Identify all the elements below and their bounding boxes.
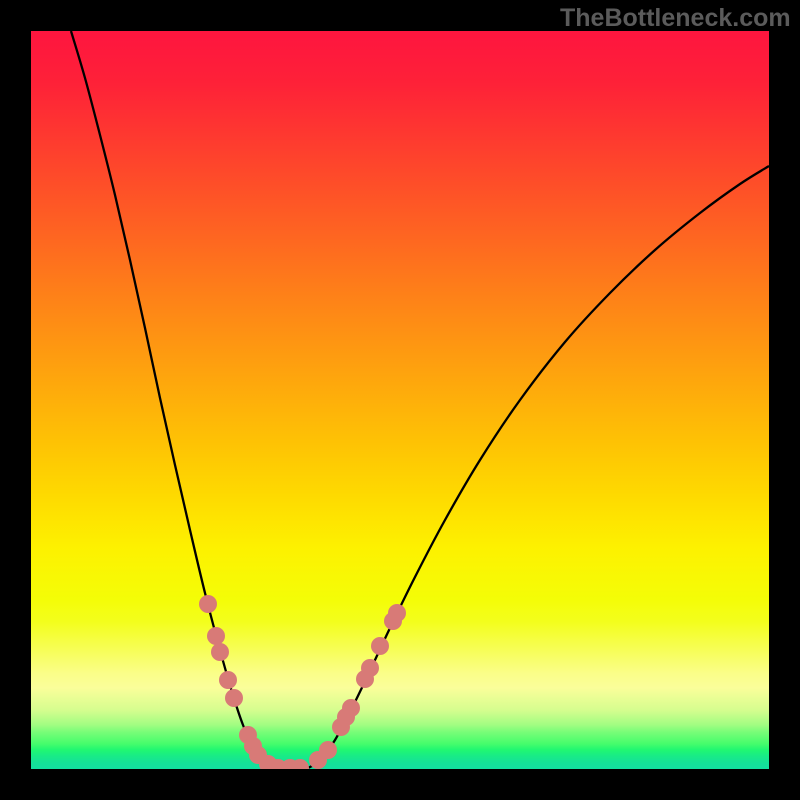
gradient-background xyxy=(31,31,769,769)
data-marker xyxy=(219,671,237,689)
data-marker xyxy=(361,659,379,677)
data-marker xyxy=(319,741,337,759)
data-marker xyxy=(225,689,243,707)
data-marker xyxy=(371,637,389,655)
data-marker xyxy=(342,699,360,717)
watermark-text: TheBottleneck.com xyxy=(560,4,791,33)
data-marker xyxy=(207,627,225,645)
data-marker xyxy=(211,643,229,661)
data-marker xyxy=(291,759,309,777)
data-marker xyxy=(199,595,217,613)
bottleneck-chart xyxy=(0,0,800,800)
data-marker xyxy=(388,604,406,622)
